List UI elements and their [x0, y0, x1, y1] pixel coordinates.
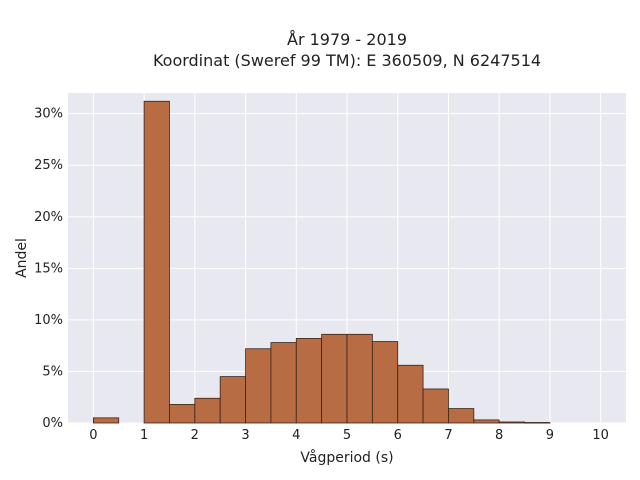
y-tick-label: 10%: [34, 313, 63, 328]
x-tick-label: 6: [394, 428, 402, 443]
x-tick-label: 8: [495, 428, 503, 443]
histogram-bar: [498, 421, 525, 424]
y-tick-label: 25%: [34, 158, 63, 173]
histogram-bar: [397, 364, 424, 424]
x-tick-label: 1: [140, 428, 148, 443]
histogram-bar: [295, 338, 323, 424]
y-axis-label: Andel: [14, 238, 30, 278]
x-tick-label: 10: [592, 428, 609, 443]
x-tick-label: 7: [444, 428, 452, 443]
tick-labels: 0 1 2 3 4 5 6 7 8 9 10 0% 5% 10% 15% 20% 25% 30%: [34, 107, 609, 443]
x-tick-label: 3: [241, 428, 249, 443]
x-tick-label: 9: [546, 428, 554, 443]
y-tick-label: 0%: [42, 416, 63, 431]
y-tick-label: 30%: [34, 107, 63, 122]
x-axis-label: Vågperiod (s): [300, 449, 393, 466]
histogram-bar: [143, 100, 170, 424]
histogram-bar: [219, 376, 246, 424]
histogram-bar: [448, 408, 475, 424]
histogram-bar: [422, 388, 449, 424]
y-tick-label: 15%: [34, 261, 63, 276]
y-tick-label: 20%: [34, 210, 63, 225]
x-tick-label: 5: [343, 428, 351, 443]
histogram-bar: [321, 333, 348, 424]
histogram-bar: [194, 397, 221, 424]
x-tick-label: 2: [191, 428, 199, 443]
x-tick-label: 4: [292, 428, 300, 443]
histogram-bar: [473, 419, 500, 424]
bars: [92, 100, 551, 424]
x-tick-label: 0: [89, 428, 97, 443]
histogram-bar: [346, 333, 373, 424]
histogram-bar: [169, 404, 196, 424]
y-tick-label: 5%: [42, 364, 63, 379]
histogram-bar: [371, 341, 399, 424]
chart-title-line-1: År 1979 - 2019: [287, 30, 407, 49]
histogram-bar: [524, 422, 551, 424]
chart-title-line-2: Koordinat (Sweref 99 TM): E 360509, N 62…: [153, 51, 541, 70]
histogram-bar: [245, 348, 272, 424]
histogram-bar: [92, 417, 120, 424]
histogram-bar: [270, 342, 297, 424]
